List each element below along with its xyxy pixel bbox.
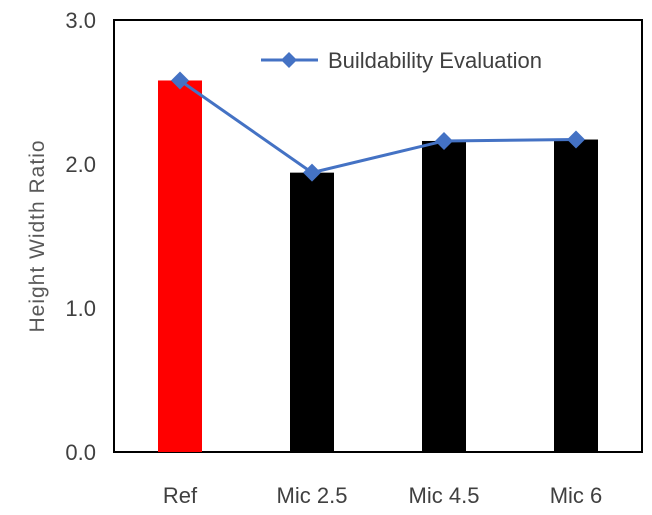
legend-label: Buildability Evaluation [328,48,542,73]
series-line [179,79,577,175]
x-tick-label: Mic 6 [550,483,603,508]
bar-mic-2-5 [290,172,334,452]
bars-group [158,80,598,452]
y-tick-label: 0.0 [65,440,96,465]
y-tick-label: 1.0 [65,296,96,321]
bar-mic-6 [554,139,598,452]
y-axis-ticks: 0.0 1.0 2.0 3.0 [65,8,96,465]
bar-mic-4-5 [422,140,466,452]
legend-diamond-icon [281,52,297,68]
legend: Buildability Evaluation [261,48,542,73]
x-tick-label: Ref [163,483,198,508]
line-series-group [171,71,585,182]
x-tick-label: Mic 4.5 [409,483,480,508]
bar-ref [158,80,202,452]
series-point [171,71,189,90]
y-tick-label: 3.0 [65,8,96,33]
series-point [567,130,585,149]
x-axis-ticks: Ref Mic 2.5 Mic 4.5 Mic 6 [163,483,602,508]
series-point [303,163,321,182]
x-tick-label: Mic 2.5 [277,483,348,508]
series-point [435,131,453,150]
y-axis-title: Height Width Ratio [26,139,49,332]
y-tick-label: 2.0 [65,152,96,177]
plot-frame [113,19,643,453]
